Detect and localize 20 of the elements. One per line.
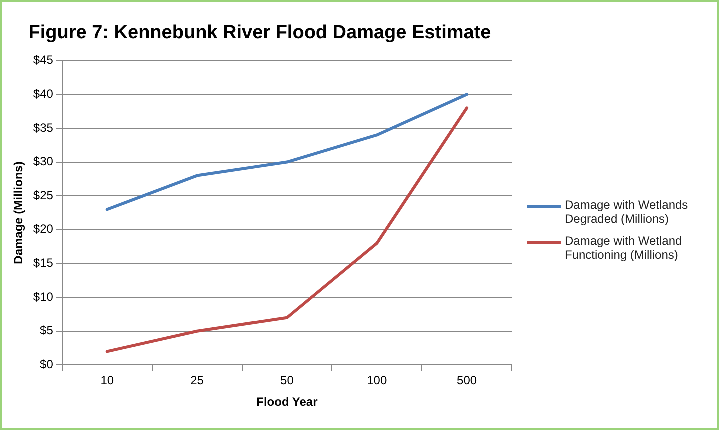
y-tick-label: $35: [33, 120, 54, 135]
y-tick-label: $15: [33, 256, 54, 270]
y-tick-label: $40: [33, 86, 54, 101]
x-tick-label: 500: [457, 374, 478, 388]
y-tick-label: $30: [33, 154, 54, 169]
y-tick-label: $25: [33, 188, 54, 202]
legend-label: Damage with Wetland Functioning (Millions): [565, 234, 684, 262]
legend-label: Damage with Wetlands Degraded (Millions): [565, 198, 690, 226]
y-axis-title: Damage (Millions): [12, 162, 26, 264]
x-tick-label: 10: [100, 374, 114, 388]
y-tick-label: $45: [33, 53, 54, 68]
x-tick-label: 50: [280, 374, 294, 388]
y-tick-label: $0: [40, 358, 54, 372]
y-tick-label: $10: [33, 290, 54, 304]
y-tick-label: $20: [33, 222, 54, 236]
x-tick-label: 25: [190, 374, 204, 388]
chart-title: Figure 7: Kennebunk River Flood Damage Estimate: [28, 22, 492, 44]
x-tick-label: 100: [367, 374, 388, 388]
x-axis-title: Flood Year: [256, 395, 318, 410]
y-tick-label: $5: [40, 324, 54, 338]
